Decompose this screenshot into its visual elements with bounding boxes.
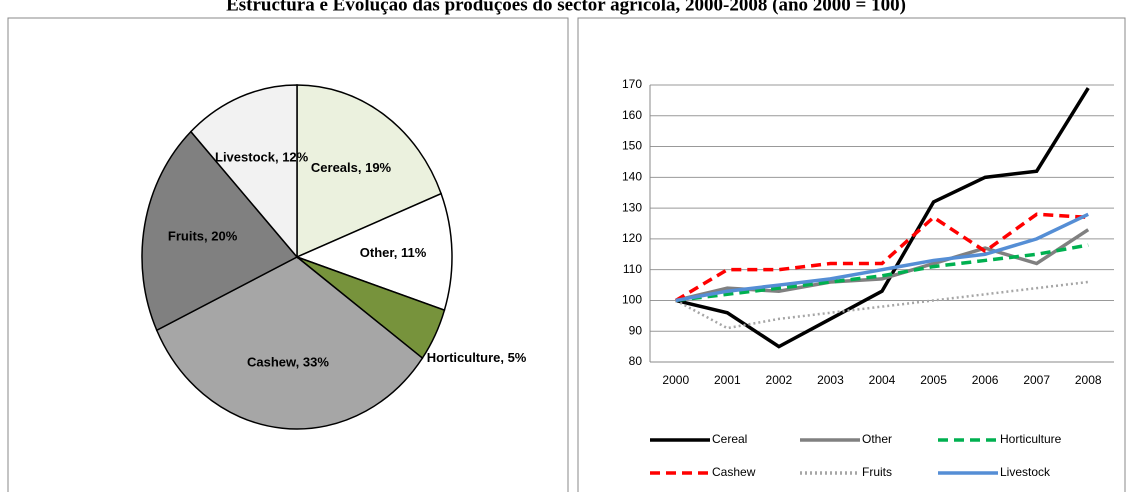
legend-label: Fruits xyxy=(862,465,892,479)
legend-label: Livestock xyxy=(1000,465,1051,479)
pie-label: Cereals, 19% xyxy=(311,160,392,175)
y-tick-label: 120 xyxy=(622,231,642,245)
pie-slice xyxy=(141,130,299,332)
y-tick-label: 110 xyxy=(623,262,642,276)
pie-slice xyxy=(294,192,453,312)
x-tick-label: 2006 xyxy=(972,373,999,387)
legend-label: Other xyxy=(862,432,892,446)
x-tick-label: 2008 xyxy=(1075,373,1102,387)
pie-label: Livestock, 12% xyxy=(215,149,309,164)
x-tick-label: 2005 xyxy=(920,373,947,387)
x-tick-label: 2003 xyxy=(817,373,844,387)
pie-slice xyxy=(189,84,298,260)
x-tick-label: 2004 xyxy=(869,373,896,387)
x-tick-label: 2001 xyxy=(714,373,741,387)
pie-slice xyxy=(296,84,443,259)
y-tick-label: 140 xyxy=(622,170,642,184)
legend-label: Cereal xyxy=(712,432,747,446)
x-tick-label: 2000 xyxy=(662,373,689,387)
y-tick-label: 90 xyxy=(629,323,643,337)
series-line xyxy=(674,212,1089,302)
series-line xyxy=(675,243,1089,303)
series-line xyxy=(675,212,1089,303)
y-tick-label: 170 xyxy=(622,77,642,91)
pie-label: Fruits, 20% xyxy=(168,228,238,243)
pie-slice xyxy=(155,256,424,430)
series-line xyxy=(675,280,1089,330)
y-tick-label: 150 xyxy=(622,139,642,153)
y-tick-label: 80 xyxy=(629,354,643,368)
pie-label: Other, 11% xyxy=(360,245,427,260)
right-panel xyxy=(577,17,1126,492)
legend-label: Cashew xyxy=(712,465,756,479)
x-tick-label: 2002 xyxy=(766,373,793,387)
x-tick-label: 2007 xyxy=(1023,373,1050,387)
pie-label: Cashew, 33% xyxy=(247,355,329,370)
y-tick-label: 100 xyxy=(622,293,642,307)
chart-title: Estructura e Evolução das produções do s… xyxy=(226,0,906,15)
legend-label: Horticulture xyxy=(1000,432,1062,446)
y-tick-label: 130 xyxy=(622,200,642,214)
pie-label: Horticulture, 5% xyxy=(427,350,527,365)
y-tick-label: 160 xyxy=(622,108,642,122)
